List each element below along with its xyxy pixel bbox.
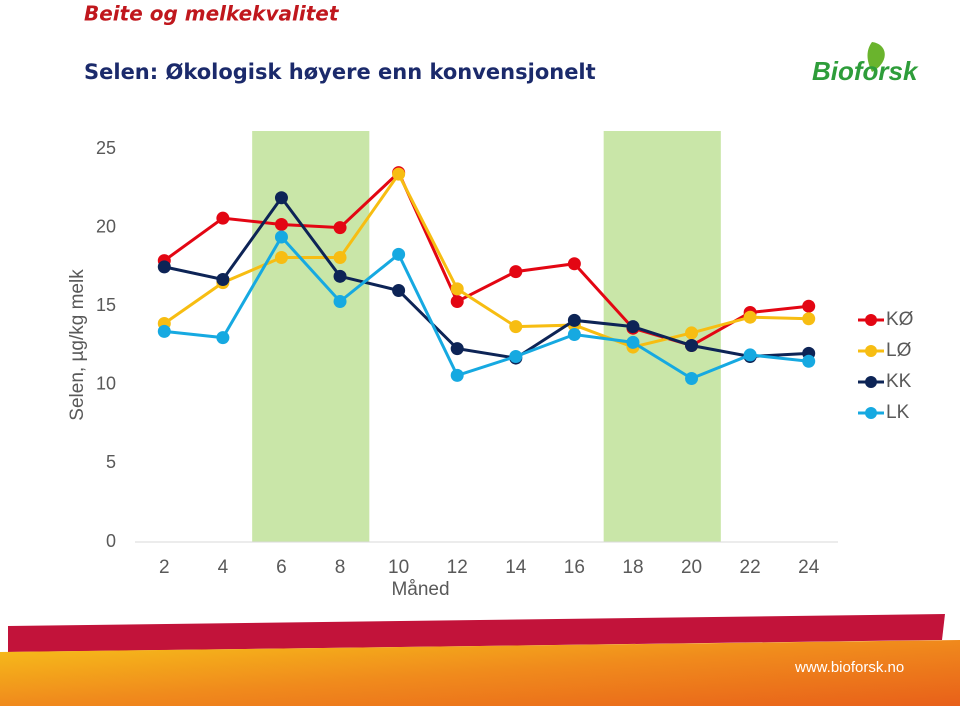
y-tick-label: 20 — [96, 216, 116, 236]
point — [333, 269, 347, 283]
x-tick-label: 12 — [447, 557, 468, 578]
point — [685, 339, 699, 352]
point — [509, 320, 523, 334]
point — [392, 167, 406, 181]
x-tick-label: 18 — [622, 557, 643, 578]
point — [333, 221, 347, 235]
point — [802, 312, 816, 326]
x-tick-label: 16 — [564, 557, 585, 578]
x-tick-label: 4 — [218, 557, 229, 578]
point — [450, 368, 464, 382]
point — [216, 331, 230, 345]
point — [333, 250, 347, 264]
x-tick-label: 8 — [335, 557, 346, 578]
x-tick-label: 14 — [505, 557, 527, 578]
point — [567, 327, 581, 341]
point — [626, 335, 640, 349]
point — [216, 272, 230, 286]
point — [743, 348, 757, 362]
series-line — [163, 171, 809, 349]
y-tick-label: 0 — [106, 531, 116, 551]
kicker: Beite og melkekvalitet — [84, 2, 340, 26]
point — [450, 282, 464, 296]
point — [450, 294, 464, 308]
point — [392, 283, 406, 297]
point — [450, 342, 464, 356]
legend-marker — [865, 407, 877, 419]
point — [274, 217, 288, 231]
point — [685, 372, 699, 386]
y-tick-label: 15 — [96, 295, 116, 315]
point — [216, 211, 230, 225]
footer-band — [0, 640, 960, 706]
point — [333, 294, 347, 308]
y-tick-label: 25 — [96, 138, 116, 158]
series-line — [163, 195, 809, 360]
legend-label: LK — [886, 402, 910, 423]
point — [567, 313, 581, 327]
point — [392, 247, 406, 261]
footer-stripe — [8, 614, 945, 652]
logo: Bioforsk — [812, 56, 919, 86]
x-tick-label: 10 — [388, 557, 409, 578]
y-tick-label: 10 — [96, 374, 116, 394]
x-tick-label: 24 — [798, 557, 820, 578]
point — [274, 250, 288, 264]
x-tick-label: 6 — [276, 557, 287, 578]
point — [274, 191, 288, 205]
y-tick-label: 5 — [106, 452, 116, 472]
legend-marker — [865, 314, 877, 326]
point — [157, 260, 171, 274]
legend-label: KØ — [886, 309, 914, 330]
slide-title: Selen: Økologisk høyere enn konvensjonel… — [84, 60, 596, 84]
point — [802, 354, 816, 368]
point — [567, 257, 581, 271]
point — [509, 265, 523, 279]
series-line — [163, 170, 809, 348]
x-axis-title: Måned — [391, 579, 449, 600]
point — [626, 320, 640, 334]
legend-marker — [865, 376, 877, 388]
point — [685, 326, 699, 340]
point — [509, 350, 523, 364]
logo-leaf — [867, 42, 885, 72]
point — [743, 310, 757, 324]
x-tick-label: 2 — [159, 557, 170, 578]
shaded-range — [252, 131, 370, 542]
point — [157, 324, 171, 338]
x-tick-label: 22 — [740, 557, 761, 578]
legend-label: LØ — [886, 340, 912, 361]
series-line — [164, 234, 809, 381]
legend-marker — [865, 345, 877, 357]
x-tick-label: 20 — [681, 557, 702, 578]
y-axis-title: Selen, µg/kg melk — [67, 269, 88, 421]
point — [274, 230, 288, 244]
legend-label: KK — [886, 371, 912, 392]
point — [802, 299, 816, 313]
footer-url: www.bioforsk.no — [794, 659, 904, 676]
